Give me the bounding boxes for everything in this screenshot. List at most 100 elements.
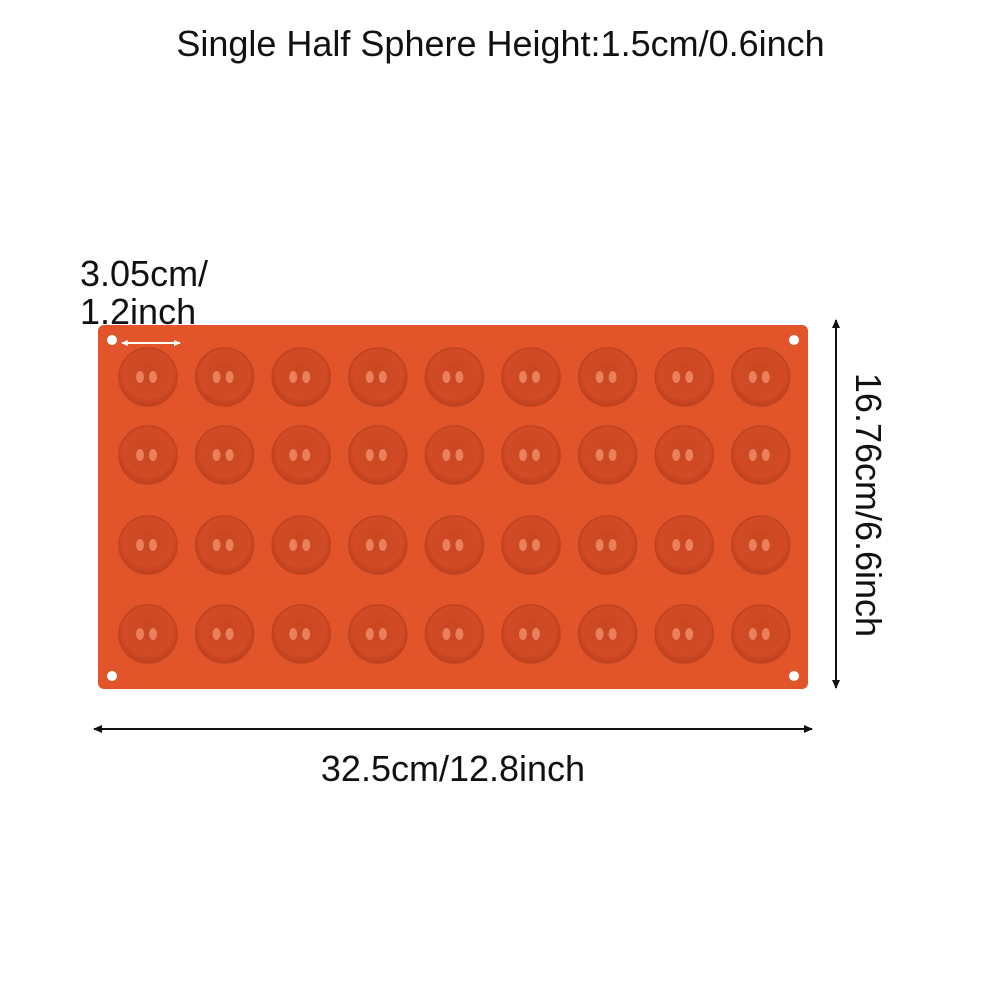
cavity-highlight (748, 371, 757, 383)
cavity-highlight (761, 449, 770, 461)
cavity-highlight (378, 449, 387, 461)
cavity-highlight (685, 449, 694, 461)
cavity-highlight (212, 449, 221, 461)
cavity-highlight (748, 628, 757, 640)
cavity-highlight (289, 628, 298, 640)
cavity (654, 425, 714, 485)
corner-hole-top-left (107, 335, 117, 345)
cavity-highlight (289, 539, 298, 551)
cavity-highlight (149, 628, 157, 640)
cavity-highlight (442, 539, 451, 551)
cavity-well (348, 515, 408, 575)
cavity-well (348, 347, 408, 407)
cavity-highlight (378, 371, 387, 383)
cavity (501, 515, 561, 575)
cavity-diameter-line-1: 3.05cm/ (80, 253, 209, 294)
cavity-well (731, 425, 791, 485)
cavity-highlight (595, 628, 604, 640)
cavity (501, 347, 561, 407)
cavity-highlight (365, 371, 374, 383)
cavity-diameter-label: 3.05cm/ 1.2inch (80, 255, 208, 331)
cavity-highlight (225, 371, 234, 383)
cavity (118, 425, 178, 485)
cavity-highlight (608, 628, 617, 640)
cavity (731, 515, 791, 575)
cavity-highlight (442, 449, 451, 461)
cavity (424, 604, 485, 664)
cavity (194, 515, 255, 575)
cavity-highlight (608, 539, 617, 551)
corner-hole-bottom-right (789, 671, 799, 681)
cavity-highlight (672, 628, 681, 640)
page-title: Single Half Sphere Height:1.5cm/0.6inch (176, 23, 825, 64)
cavity-highlight (748, 449, 757, 461)
cavity-well (348, 604, 408, 664)
cavity-well (194, 515, 255, 575)
cavity-highlight (532, 539, 540, 551)
cavity-highlight (595, 539, 604, 551)
cavity-well (118, 425, 178, 485)
cavity-highlight (136, 539, 144, 551)
cavity-well (577, 425, 638, 485)
cavity (118, 347, 178, 407)
cavity-well (424, 604, 485, 664)
cavity-highlight (212, 628, 221, 640)
cavity (501, 425, 561, 485)
cavity-highlight (672, 371, 681, 383)
cavity-well (654, 425, 714, 485)
cavity-highlight (519, 539, 527, 551)
cavity (577, 604, 638, 664)
cavity-highlight (455, 539, 464, 551)
cavity-highlight (519, 371, 527, 383)
cavity-highlight (532, 628, 540, 640)
cavity-highlight (225, 628, 234, 640)
cavity (577, 515, 638, 575)
cavity-highlight (302, 449, 311, 461)
cavity (577, 347, 638, 407)
mold-tray (98, 325, 808, 689)
cavity-well (577, 347, 638, 407)
cavity-highlight (149, 539, 157, 551)
cavity-well (654, 604, 714, 664)
cavity-well (118, 347, 178, 407)
cavity-highlight (685, 371, 694, 383)
cavity-well (194, 347, 255, 407)
cavity-well (731, 347, 791, 407)
cavity-well (271, 604, 331, 664)
cavity (731, 347, 791, 407)
cavity-highlight (365, 628, 374, 640)
cavity-well (501, 515, 561, 575)
cavity-highlight (289, 449, 298, 461)
cavity (424, 425, 485, 485)
cavity-highlight (289, 371, 298, 383)
cavity (501, 604, 561, 664)
cavity (654, 604, 714, 664)
cavity-highlight (685, 539, 694, 551)
cavity-highlight (212, 371, 221, 383)
cavity-well (271, 347, 331, 407)
cavity (271, 604, 331, 664)
cavity-well (654, 515, 714, 575)
cavity (194, 425, 255, 485)
cavity (424, 347, 485, 407)
cavity-highlight (761, 539, 770, 551)
cavity (194, 347, 255, 407)
cavity-grid (118, 347, 791, 664)
cavity (731, 604, 791, 664)
cavity-highlight (378, 628, 387, 640)
cavity (348, 425, 408, 485)
cavity-highlight (532, 449, 540, 461)
cavity (348, 347, 408, 407)
cavity-highlight (761, 628, 770, 640)
cavity-highlight (455, 371, 464, 383)
cavity-well (118, 515, 178, 575)
cavity-highlight (455, 449, 464, 461)
tray-height-label: 16.76cm/6.6inch (848, 372, 889, 638)
cavity-well (424, 515, 485, 575)
cavity-highlight (442, 371, 451, 383)
cavity-highlight (455, 628, 464, 640)
cavity-highlight (595, 371, 604, 383)
cavity-highlight (595, 449, 604, 461)
cavity-highlight (519, 449, 527, 461)
